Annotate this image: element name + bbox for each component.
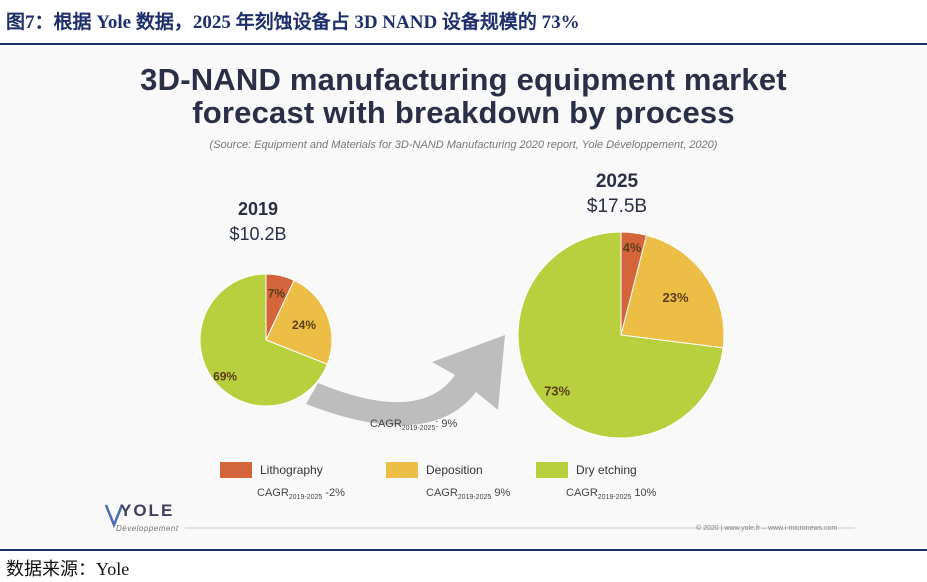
data-source-note: 数据来源：Yole bbox=[6, 559, 130, 579]
legend-cagr-sub: 2019-2025 bbox=[598, 494, 632, 501]
pie-total-2019: $10.2B bbox=[229, 224, 286, 244]
legend-cagr-prefix: CAGR bbox=[257, 487, 289, 499]
legend-cagr-prefix: CAGR bbox=[426, 487, 458, 499]
legend-swatch-dry-etching bbox=[536, 462, 568, 478]
pie-total-2025: $17.5B bbox=[587, 196, 647, 217]
legend-label-deposition: Deposition bbox=[426, 463, 483, 477]
pie-year-2019: 2019 bbox=[238, 199, 278, 219]
pie-year-2025: 2025 bbox=[596, 171, 639, 192]
legend-swatch-deposition bbox=[386, 462, 418, 478]
pie-slice-2019-dry-etching bbox=[199, 273, 329, 407]
growth-arrow bbox=[306, 335, 505, 426]
pie-slice-2019-deposition bbox=[265, 279, 333, 365]
legend-cagr-value: 10% bbox=[631, 487, 656, 499]
cagr-total-sub: 2019-2025 bbox=[402, 425, 436, 432]
pie-label-2019-dry-etching: 69% bbox=[213, 369, 237, 383]
copyright-text: © 2020 | www.yole.fr – www.i-micronews.c… bbox=[696, 525, 838, 532]
cagr-total-prefix: CAGR bbox=[370, 418, 402, 430]
pie-label-2025-deposition: 23% bbox=[662, 290, 688, 305]
cagr-total-label: CAGR2019-2025: 9% bbox=[370, 418, 457, 432]
legend-cagr-lithography: CAGR2019-2025 -2% bbox=[257, 487, 345, 501]
pie-label-2025-dry-etching: 73% bbox=[544, 384, 570, 399]
pie-label-2025-lithography: 4% bbox=[623, 240, 642, 255]
legend-cagr-sub: 2019-2025 bbox=[458, 494, 492, 501]
pie-label-2019-deposition: 24% bbox=[292, 318, 316, 332]
legend-cagr-value: 9% bbox=[491, 487, 510, 499]
yole-logo-text: YOLE bbox=[120, 501, 174, 520]
chart-title-line1: 3D-NAND manufacturing equipment market bbox=[140, 62, 787, 97]
yole-logo-subtitle: Développement bbox=[116, 524, 179, 533]
pie-slice-2025-dry-etching bbox=[517, 231, 724, 439]
legend-cagr-prefix: CAGR bbox=[566, 487, 598, 499]
chart-source-note: (Source: Equipment and Materials for 3D-… bbox=[209, 139, 718, 151]
chart-panel bbox=[0, 46, 927, 548]
legend-cagr-sub: 2019-2025 bbox=[289, 494, 323, 501]
yole-logo-mark bbox=[104, 504, 124, 529]
legend-label-dry-etching: Dry etching bbox=[576, 463, 637, 477]
figure-caption: 图7：根据 Yole 数据，2025 年刻蚀设备占 3D NAND 设备规模的 … bbox=[6, 12, 580, 33]
bottom-rule bbox=[0, 549, 927, 551]
chart-title-line2: forecast with breakdown by process bbox=[192, 95, 735, 130]
legend-label-lithography: Lithography bbox=[260, 463, 323, 477]
pie-label-2019-lithography: 7% bbox=[268, 287, 286, 301]
legend-cagr-dry-etching: CAGR2019-2025 10% bbox=[566, 487, 657, 501]
legend-swatch-lithography bbox=[220, 462, 252, 478]
yole-logo: YOLE bbox=[104, 501, 174, 529]
cagr-total-value: : 9% bbox=[435, 418, 457, 430]
pie-slice-2025-deposition bbox=[620, 234, 725, 349]
legend-cagr-deposition: CAGR2019-2025 9% bbox=[426, 487, 510, 501]
top-rule bbox=[0, 43, 927, 45]
legend-cagr-value: -2% bbox=[322, 487, 345, 499]
